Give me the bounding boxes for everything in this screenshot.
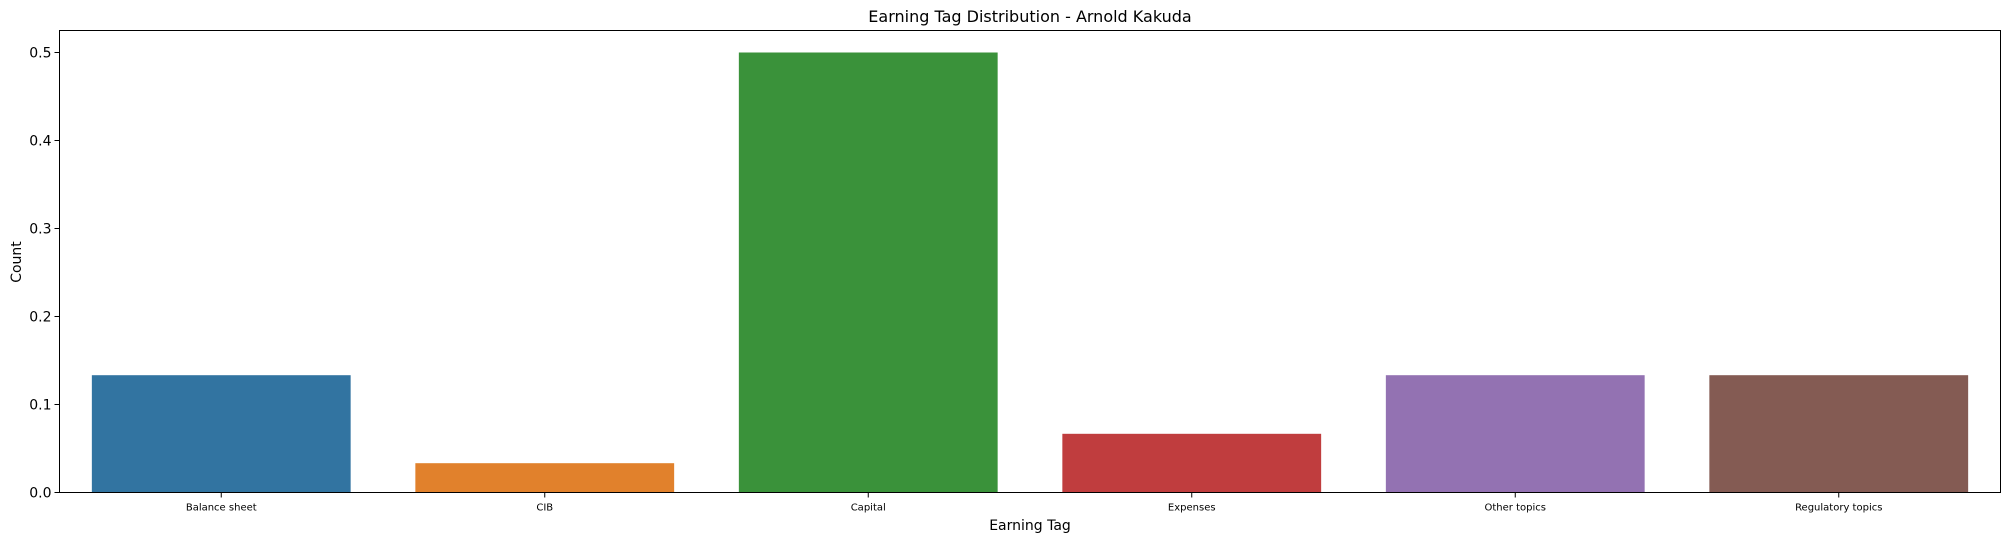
bar-regulatory-topics (1709, 375, 1969, 493)
y-tick-label: 0.0 (29, 486, 51, 502)
bar-cib (415, 463, 675, 493)
y-tick-label: 0.1 (29, 398, 51, 414)
bar-expenses (1062, 433, 1322, 493)
x-tick-label: CIB (536, 503, 553, 514)
bars-group (91, 52, 1969, 493)
y-tick-label: 0.2 (29, 310, 51, 326)
bar-capital (738, 52, 998, 493)
y-tick-label: 0.3 (29, 222, 51, 238)
x-axis-ticks: Balance sheet CIB Capital Expenses Other top… (186, 492, 1882, 514)
y-axis-label: Count (9, 241, 25, 283)
x-tick-label: Other topics (1485, 503, 1546, 514)
y-tick-label: 0.4 (29, 134, 51, 150)
y-tick-label: 0.5 (29, 46, 51, 62)
bar-balance-sheet (91, 375, 351, 493)
chart-title: Earning Tag Distribution - Arnold Kakuda (868, 7, 1191, 26)
y-axis-ticks: 0.0 0.1 0.2 0.3 0.4 0.5 (29, 46, 60, 502)
x-tick-label: Regulatory topics (1795, 503, 1882, 514)
plot-frame (59, 30, 2001, 493)
x-tick-label: Capital (851, 503, 886, 514)
bar-other-topics (1385, 375, 1645, 493)
x-tick-label: Balance sheet (186, 503, 257, 514)
x-tick-label: Expenses (1168, 503, 1216, 514)
x-axis-label: Earning Tag (989, 518, 1071, 534)
